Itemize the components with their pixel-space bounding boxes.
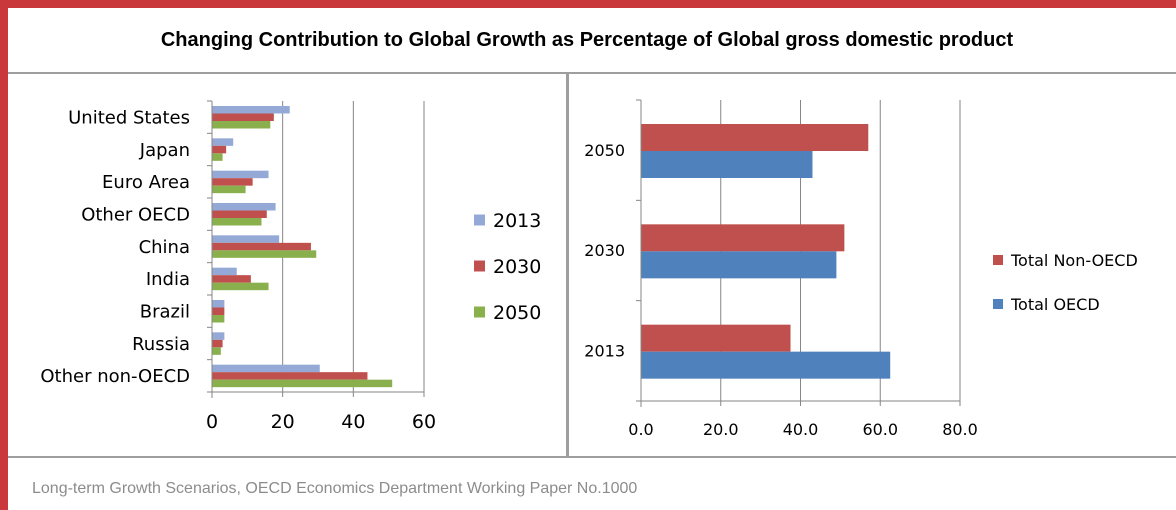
panel-divider — [566, 74, 569, 456]
x-tick-label-0: 0.0 — [628, 420, 653, 439]
bar-euro-area-2050 — [212, 185, 246, 194]
category-label-japan: Japan — [139, 140, 190, 161]
legend-label-total-non-oecd: Total Non-OECD — [1010, 251, 1138, 270]
bar-2013-total-non-oecd — [641, 324, 791, 352]
x-tick-label-3: 60 — [412, 411, 436, 433]
legend-label-total-oecd: Total OECD — [1010, 295, 1100, 314]
bar-other-oecd-2030 — [212, 210, 267, 218]
legend-swatch-total-oecd — [993, 299, 1003, 309]
bar-india-2030 — [212, 275, 251, 283]
x-tick-label-3: 60.0 — [862, 420, 898, 439]
bar-brazil-2013 — [212, 300, 225, 308]
title-bar: Changing Contribution to Global Growth a… — [8, 8, 1176, 74]
x-tick-label-1: 20 — [271, 411, 295, 433]
x-tick-label-2: 40 — [341, 411, 365, 433]
x-tick-label-1: 20.0 — [703, 420, 739, 439]
x-tick-label-0: 0 — [206, 411, 218, 433]
legend-label-2050: 2050 — [493, 302, 541, 324]
right-chart-panel: 2050 2030 2013 0.0 20.0 40.0 60.0 80.0 Total Non… — [569, 74, 1176, 456]
legend-swatch-2050 — [474, 306, 485, 318]
legend-swatch-2030 — [474, 260, 485, 272]
bar-japan-2050 — [212, 153, 223, 161]
bar-brazil-2030 — [212, 307, 225, 315]
left-chart-panel: United States Japan Euro Area Other OECD Chi… — [8, 74, 564, 456]
legend-swatch-total-non-oecd — [993, 255, 1003, 265]
category-label-2013: 2013 — [584, 341, 625, 360]
bar-2050-total-oecd — [641, 151, 813, 178]
legend-label-2013: 2013 — [493, 210, 541, 232]
bar-united-states-2030 — [212, 113, 274, 121]
bar-euro-area-2030 — [212, 178, 253, 186]
bar-other-non-oecd-2050 — [212, 379, 393, 388]
bar-other-non-oecd-2013 — [212, 364, 320, 373]
bar-japan-2030 — [212, 145, 227, 154]
category-label-china: China — [139, 237, 190, 258]
bar-2030-total-non-oecd — [641, 224, 845, 252]
bar-other-oecd-2013 — [212, 203, 276, 211]
category-label-other-oecd: Other OECD — [81, 204, 190, 225]
bar-other-oecd-2050 — [212, 218, 262, 226]
bar-brazil-2050 — [212, 315, 225, 323]
right-chart: 2050 2030 2013 0.0 20.0 40.0 60.0 80.0 Total Non… — [584, 99, 1138, 439]
bar-india-2013 — [212, 267, 237, 276]
category-label-2050: 2050 — [584, 141, 625, 160]
bar-china-2013 — [212, 235, 280, 243]
category-label-brazil: Brazil — [140, 301, 190, 322]
bar-russia-2013 — [212, 332, 225, 340]
bar-2050-total-non-oecd — [641, 124, 869, 151]
category-label-india: India — [146, 269, 190, 290]
bar-2030-total-oecd — [641, 251, 837, 279]
bar-russia-2030 — [212, 339, 223, 348]
source-note: Long-term Growth Scenarios, OECD Economi… — [32, 480, 638, 497]
category-label-russia: Russia — [132, 334, 190, 355]
left-chart: United States Japan Euro Area Other OECD Chi… — [40, 100, 541, 433]
legend-swatch-2013 — [474, 214, 485, 226]
bar-united-states-2050 — [212, 121, 271, 129]
category-label-united-states: United States — [68, 107, 190, 128]
bar-china-2030 — [212, 242, 311, 251]
bottom-rule — [8, 456, 1176, 458]
bar-russia-2050 — [212, 347, 221, 355]
bar-other-non-oecd-2030 — [212, 372, 368, 380]
category-label-other-non-oecd: Other non-OECD — [40, 366, 190, 387]
category-label-euro-area: Euro Area — [102, 172, 190, 193]
legend-label-2030: 2030 — [493, 256, 541, 278]
x-tick-label-4: 80.0 — [942, 420, 978, 439]
category-label-2030: 2030 — [584, 241, 625, 260]
bar-2013-total-oecd — [641, 351, 891, 379]
bar-euro-area-2013 — [212, 170, 269, 179]
bar-china-2050 — [212, 250, 317, 258]
chart-title: Changing Contribution to Global Growth a… — [160, 28, 1014, 51]
x-tick-label-2: 40.0 — [783, 420, 819, 439]
bar-india-2050 — [212, 282, 269, 291]
bar-united-states-2013 — [212, 106, 290, 114]
bar-japan-2013 — [212, 138, 234, 146]
